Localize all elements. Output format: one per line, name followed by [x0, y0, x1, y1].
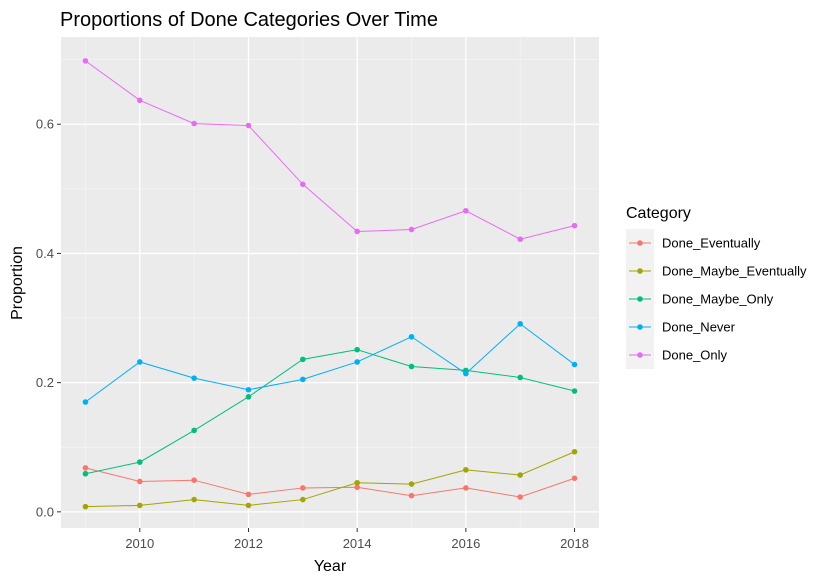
data-point-done-maybe-only [517, 374, 524, 381]
x-axis-ticks: 2010 2012 2014 2016 2018 [125, 528, 589, 551]
data-point-done-maybe-only [571, 388, 578, 394]
data-point-done-only [517, 236, 524, 243]
plot-panel [61, 37, 599, 528]
data-point-done-maybe-only [408, 363, 415, 370]
legend-items: Done_Eventually Done_Maybe_Eventually Done… [626, 229, 807, 369]
data-point-done-never [408, 333, 415, 340]
data-point-done-maybe-eventually [408, 481, 415, 487]
data-point-done-eventually [463, 485, 469, 491]
x-tick-label: 2012 [234, 536, 263, 551]
data-point-done-eventually [136, 478, 143, 485]
data-point-done-maybe-eventually [191, 496, 197, 503]
data-point-done-eventually [191, 477, 197, 483]
data-point-done-never [82, 399, 89, 405]
x-tick-label: 2016 [451, 536, 480, 551]
data-point-done-maybe-eventually [245, 502, 252, 509]
x-tick-label: 2014 [343, 536, 372, 551]
data-point-done-maybe-eventually [571, 448, 578, 455]
data-point-done-never [354, 359, 360, 365]
data-point-done-only [191, 120, 197, 127]
y-tick-label: 0.6 [36, 117, 54, 132]
legend-key-point [637, 268, 643, 274]
data-point-done-maybe-eventually [136, 502, 143, 509]
legend-key-point [637, 240, 643, 246]
series-done-never [82, 321, 578, 405]
data-point-done-never [571, 361, 578, 368]
series-done-only [82, 58, 578, 243]
series-done-maybe-only [82, 346, 578, 477]
data-point-done-only [463, 207, 469, 214]
x-tick-label: 2010 [125, 536, 154, 551]
y-tick-label: 0.4 [36, 246, 54, 261]
data-point-done-never [517, 321, 524, 327]
legend-label: Done_Never [662, 320, 736, 335]
data-point-done-only [136, 97, 143, 104]
x-axis-title: Year [314, 558, 347, 575]
legend-item-done-never: Done_Never [626, 313, 736, 341]
data-point-done-maybe-only [245, 394, 252, 400]
y-axis-title: Proportion [9, 246, 26, 320]
data-point-done-eventually [408, 492, 415, 499]
series-layer [82, 58, 578, 510]
data-point-done-eventually [571, 475, 578, 482]
legend-key-point [637, 296, 643, 302]
legend-title: Category [626, 205, 691, 222]
series-line-done-eventually [85, 467, 575, 498]
y-axis-ticks: 0.0 0.2 0.4 0.6 [36, 117, 61, 519]
legend-label: Done_Only [662, 348, 728, 363]
data-point-done-never [245, 386, 252, 393]
y-tick-label: 0.2 [36, 375, 54, 390]
data-point-done-maybe-eventually [82, 503, 89, 510]
data-point-done-maybe-only [191, 427, 197, 434]
chart-title: Proportions of Done Categories Over Time [60, 9, 438, 31]
data-point-done-maybe-eventually [300, 496, 306, 503]
legend-label: Done_Maybe_Eventually [662, 264, 807, 279]
data-point-done-only [354, 228, 360, 235]
y-tick-label: 0.0 [36, 504, 54, 519]
data-point-done-maybe-only [136, 459, 143, 465]
data-point-done-only [300, 181, 306, 188]
data-point-done-eventually [82, 465, 89, 471]
series-line-done-only [85, 60, 575, 240]
data-point-done-maybe-only [300, 356, 306, 363]
data-point-done-maybe-eventually [517, 472, 524, 478]
grid-minor [61, 37, 599, 528]
data-point-done-maybe-eventually [463, 467, 469, 473]
data-point-done-eventually [300, 485, 306, 491]
data-point-done-only [245, 122, 252, 129]
legend-item-done-maybe-only: Done_Maybe_Only [626, 285, 774, 313]
legend-key-point [637, 352, 643, 358]
series-line-done-maybe-eventually [85, 451, 575, 508]
data-point-done-eventually [245, 491, 252, 498]
legend: Category Done_Eventually Done_Maybe_Event… [626, 205, 807, 369]
data-point-done-only [408, 226, 415, 233]
legend-label: Done_Maybe_Only [662, 292, 774, 307]
data-point-done-maybe-only [354, 346, 360, 353]
series-done-eventually [82, 465, 578, 500]
legend-key-point [637, 324, 643, 330]
data-point-done-maybe-only [82, 470, 89, 477]
data-point-done-never [463, 370, 469, 377]
legend-label: Done_Eventually [662, 236, 761, 251]
data-point-done-never [300, 376, 306, 383]
x-tick-label: 2018 [560, 536, 589, 551]
grid-major [61, 37, 599, 528]
data-point-done-eventually [517, 494, 524, 500]
data-point-done-only [82, 58, 89, 64]
data-point-done-never [136, 359, 143, 365]
data-point-done-only [571, 222, 578, 229]
data-point-done-maybe-eventually [354, 479, 360, 486]
series-line-done-maybe-only [85, 349, 575, 475]
data-point-done-eventually [354, 484, 360, 491]
series-line-done-never [85, 323, 575, 403]
legend-item-done-only: Done_Only [626, 341, 728, 369]
series-done-maybe-eventually [82, 448, 578, 510]
legend-item-done-eventually: Done_Eventually [626, 229, 761, 257]
data-point-done-never [191, 375, 197, 381]
legend-item-done-maybe-eventually: Done_Maybe_Eventually [626, 257, 807, 285]
